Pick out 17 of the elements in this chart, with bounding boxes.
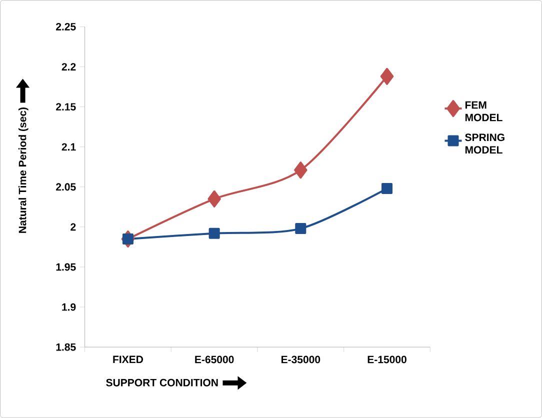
y-tick-label: 1.9 (62, 303, 76, 311)
x-axis-title: SUPPORT CONDITION (106, 378, 218, 386)
y-axis-title: Natural Time Period (sec) (18, 108, 28, 233)
legend-label: FEM MODEL (465, 101, 502, 122)
y-tick-label: 2.25 (56, 23, 76, 31)
legend-label: SPRING MODEL (465, 134, 504, 154)
y-tick-label: 2.1 (62, 143, 76, 151)
x-tick-label: E-65000 (195, 356, 234, 364)
y-tick-label: 1.85 (56, 343, 76, 351)
x-tick-label: E-15000 (368, 356, 406, 364)
y-tick-label: 2.05 (56, 183, 76, 191)
y-tick-label: 1.95 (56, 263, 76, 271)
x-tick-label: FIXED (113, 356, 144, 364)
x-tick-label: E-35000 (281, 356, 320, 364)
y-tick-label: 2.15 (56, 103, 76, 111)
y-tick-label: 2 (70, 223, 76, 231)
y-tick-label: 2.2 (62, 63, 76, 71)
